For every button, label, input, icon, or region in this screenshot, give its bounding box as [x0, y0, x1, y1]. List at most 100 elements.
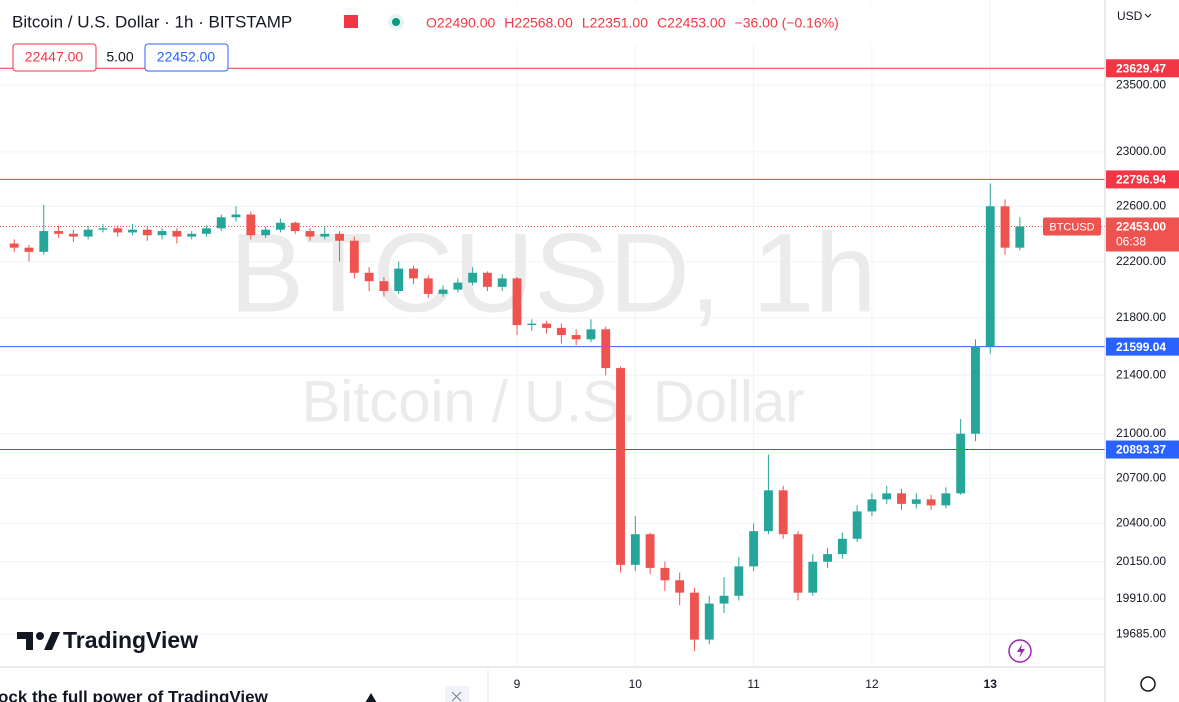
- buy-price[interactable]: 22452.00: [157, 49, 216, 65]
- candle-body: [867, 499, 877, 512]
- candle-body: [246, 214, 256, 236]
- y-tick-label: 20150.00: [1116, 554, 1166, 568]
- logo-dot: [36, 632, 44, 640]
- lightning-icon: [1017, 644, 1025, 658]
- level-label: 23629.47: [1116, 61, 1166, 75]
- candle-body: [601, 329, 611, 369]
- ohlc-value: L22351.00: [582, 15, 648, 31]
- candle-body: [497, 278, 507, 287]
- y-tick-label: 20700.00: [1116, 471, 1166, 485]
- candle-body: [719, 595, 729, 604]
- x-tick-label: 13: [984, 677, 998, 691]
- status-dot: [392, 18, 400, 26]
- candle-body: [54, 231, 63, 234]
- candle-body: [349, 240, 359, 273]
- candle-body: [971, 346, 980, 434]
- candle-body: [852, 511, 862, 539]
- banner-arrow[interactable]: [365, 693, 377, 702]
- candle-body: [438, 289, 448, 294]
- y-tick-label: 22200.00: [1116, 254, 1166, 268]
- candle-body: [645, 534, 655, 568]
- candle-body: [882, 493, 892, 500]
- candle-body: [423, 278, 433, 294]
- levels: [0, 67, 1105, 451]
- candle-body: [763, 490, 773, 532]
- lightning-button[interactable]: [1008, 639, 1032, 663]
- flag-icon[interactable]: [344, 15, 358, 28]
- candle-body: [394, 268, 404, 292]
- candle-body: [453, 282, 463, 290]
- level-label-bg: [1106, 337, 1179, 356]
- candle-body: [187, 233, 197, 237]
- candle-body: [586, 329, 596, 340]
- candle-body: [823, 554, 833, 562]
- candle-body: [172, 231, 182, 237]
- candle-body: [941, 493, 951, 506]
- last-price-label: 22453.00: [1116, 220, 1166, 234]
- y-tick-label: 22600.00: [1116, 198, 1166, 212]
- y-tick-label: 23000.00: [1116, 144, 1166, 158]
- last-price-bg: [1106, 217, 1179, 252]
- ohlc-value: C22453.00: [657, 15, 726, 31]
- ohlc-values: O22490.00 H22568.00 L22351.00 C22453.00 −36.…: [426, 15, 839, 31]
- y-tick-label: 19910.00: [1116, 591, 1166, 605]
- candle-body: [793, 534, 803, 593]
- level-label: 20893.37: [1116, 443, 1166, 457]
- watermark-symbol: BTCUSD, 1h: [229, 211, 876, 336]
- currency-selector[interactable]: USD: [1117, 9, 1143, 23]
- candle-body: [778, 490, 788, 535]
- candle-body: [926, 499, 936, 506]
- candle-body: [335, 233, 344, 241]
- candle-body: [616, 368, 625, 565]
- candle-body: [290, 222, 300, 232]
- candle-body: [39, 231, 49, 252]
- candle-body: [482, 272, 492, 287]
- candle-body: [956, 433, 966, 494]
- candle-body: [556, 327, 566, 336]
- banner-text[interactable]: ock the full power of TradingView: [0, 687, 269, 702]
- symbol-title: Bitcoin / U.S. Dollar · 1h · BITSTAMP: [12, 12, 292, 31]
- candle-body: [1015, 226, 1025, 248]
- candle-body: [128, 229, 137, 233]
- candle-body: [571, 335, 581, 340]
- sell-button[interactable]: [12, 43, 97, 72]
- candle-body: [142, 229, 152, 236]
- candle-body: [808, 561, 818, 593]
- candle-body: [320, 233, 330, 237]
- candle-body: [216, 217, 226, 229]
- banner-close-icon: [451, 691, 462, 702]
- candle-body: [202, 228, 211, 234]
- y-tick-label: 21000.00: [1116, 426, 1166, 440]
- ohlc-value: O22490.00: [426, 15, 495, 31]
- y-tick-label: 21800.00: [1116, 310, 1166, 324]
- level-label: 21599.04: [1116, 340, 1166, 354]
- candle-body: [897, 493, 906, 504]
- y-tick-label: 21400.00: [1116, 367, 1166, 381]
- banner-bg: [0, 670, 488, 702]
- ohlc-value: −36.00 (−0.16%): [735, 15, 839, 31]
- candle-body: [83, 229, 93, 237]
- candle-body: [98, 228, 108, 230]
- candle-body: [704, 603, 714, 640]
- last-price-name-bg: [1043, 217, 1101, 236]
- banner-close[interactable]: [445, 686, 469, 702]
- candle-body: [231, 214, 241, 218]
- candles: [9, 183, 1025, 652]
- sell-price[interactable]: 22447.00: [25, 49, 84, 65]
- y-tick-label: 19685.00: [1116, 626, 1166, 640]
- countdown: 06:38: [1116, 235, 1146, 249]
- watermark: BTCUSD, 1h Bitcoin / U.S. Dollar: [229, 211, 876, 435]
- candle-body: [468, 272, 478, 283]
- settings-icon[interactable]: [1140, 676, 1156, 692]
- header-bg: [0, 4, 900, 44]
- candle-body: [749, 531, 759, 567]
- candle-body: [690, 592, 699, 640]
- buy-button[interactable]: [144, 43, 229, 72]
- currency-caret: [1144, 13, 1152, 18]
- spread: 5.00: [106, 49, 133, 65]
- candle-body: [1000, 206, 1010, 248]
- level-label-bg: [1106, 440, 1179, 459]
- candle-body: [837, 538, 847, 555]
- level-label-bg: [1106, 59, 1179, 78]
